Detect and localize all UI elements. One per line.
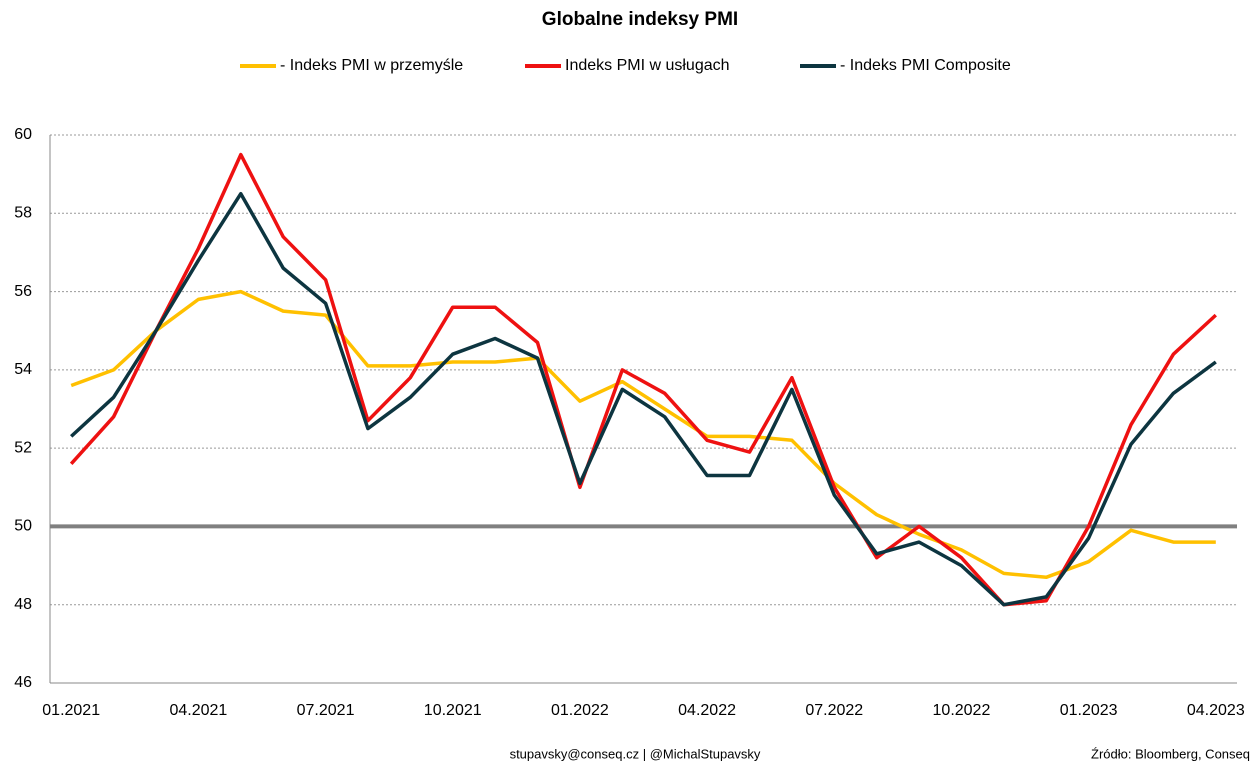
series-line <box>70 289 1216 580</box>
x-tick-label: 07.2022 <box>805 702 863 719</box>
x-tick-label: 01.2023 <box>1060 702 1118 719</box>
legend-label: - Indeks PMI Composite <box>840 57 1011 74</box>
legend-label: - Indeks PMI w przemyśle <box>280 57 463 74</box>
x-tick-label: 07.2021 <box>297 702 355 719</box>
y-tick-label: 56 <box>14 283 32 300</box>
y-tick-label: 46 <box>14 674 32 691</box>
x-tick-label: 01.2021 <box>42 702 100 719</box>
y-tick-label: 48 <box>14 596 32 613</box>
x-tick-label: 10.2022 <box>933 702 991 719</box>
x-tick-label: 04.2023 <box>1187 702 1245 719</box>
x-tick-label: 01.2022 <box>551 702 609 719</box>
legend-label: Indeks PMI w usługach <box>565 57 730 74</box>
y-tick-label: 54 <box>14 361 32 378</box>
footer: stupavsky@conseq.cz | @MichalStupavsky <box>510 746 761 761</box>
series-line <box>70 191 1217 607</box>
source: Źródło: Bloomberg, Conseq <box>1091 746 1250 761</box>
series-line <box>69 152 1217 607</box>
y-tick-label: 60 <box>14 126 32 143</box>
y-tick-label: 58 <box>14 205 32 222</box>
chart-title: Globalne indeksy PMI <box>542 9 738 30</box>
y-tick-label: 52 <box>14 439 32 456</box>
x-tick-label: 10.2021 <box>424 702 482 719</box>
x-tick-label: 04.2022 <box>678 702 736 719</box>
y-tick-label: 50 <box>14 518 32 535</box>
x-tick-label: 04.2021 <box>169 702 227 719</box>
